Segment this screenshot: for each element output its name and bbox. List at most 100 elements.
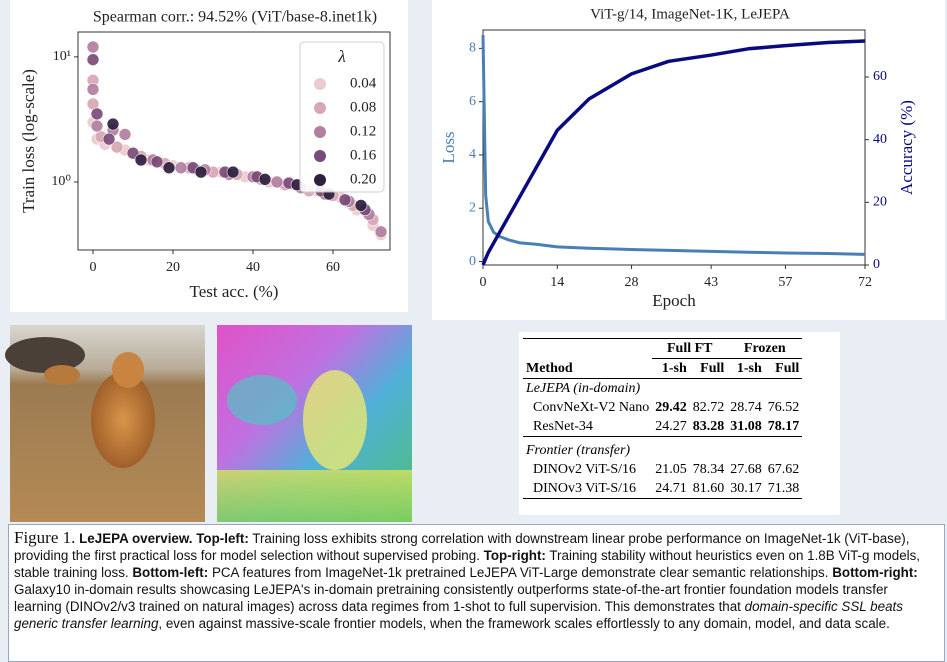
cell: 67.62 — [767, 462, 800, 477]
caption-italic: domain-specific SSL beats generic transf… — [14, 599, 903, 631]
scatter-point — [86, 40, 100, 54]
y-tick-label: 6 — [469, 94, 476, 109]
legend-marker — [314, 126, 326, 138]
x-tick-label: 0 — [480, 275, 487, 290]
caption-bold: Top-right: — [483, 548, 546, 563]
y2-tick-label: 60 — [873, 69, 887, 84]
cell: 81.60 — [689, 479, 728, 499]
column-header: 1-sh — [661, 361, 687, 376]
pca-map — [217, 325, 412, 522]
y-tick-label: 10¹ — [53, 49, 71, 64]
x-tick-label: 0 — [90, 260, 97, 275]
results-table: Full FT Frozen Method 1-sh Full 1-sh Full LeJ… — [519, 332, 840, 515]
cell: 71.38 — [764, 479, 803, 499]
scatter-point — [226, 165, 240, 179]
x-tick-label: 60 — [326, 260, 340, 275]
scatter-point — [110, 140, 124, 154]
scatter-point — [134, 153, 148, 167]
cell: 82.72 — [692, 400, 725, 415]
cell: DINOv2 ViT-S/16 — [533, 462, 637, 477]
column-header: Full — [775, 361, 800, 376]
line-series — [481, 35, 866, 256]
legend-label: 0.12 — [350, 123, 376, 139]
caption-bold: Bottom-right: — [832, 565, 918, 580]
plot-frame — [482, 29, 866, 266]
x-tick-label: 72 — [858, 275, 872, 290]
y-tick-label: 10⁰ — [51, 174, 71, 189]
cell: DINOv3 ViT-S/16 — [523, 479, 653, 499]
y-tick-label: 2 — [469, 200, 476, 215]
scatter-point — [270, 175, 284, 189]
scatter-point — [102, 132, 116, 146]
scatter-point — [106, 117, 120, 131]
y2-tick-label: 40 — [873, 132, 887, 147]
legend-marker — [314, 174, 326, 186]
y2-tick-label: 0 — [873, 257, 880, 272]
cell: 76.52 — [767, 400, 800, 415]
cell: 31.08 — [730, 419, 762, 434]
scatter-point — [162, 161, 176, 175]
caption-text: Training loss exhibits strong correlatio… — [14, 531, 910, 563]
caption-text: Galaxy10 in-domain results showcasing Le… — [14, 582, 888, 614]
cell: 78.34 — [692, 462, 725, 477]
figure-label: Figure 1. — [14, 528, 76, 547]
group-header: Full FT — [652, 338, 728, 359]
group-header: Frozen — [727, 338, 803, 359]
column-header: Method — [526, 360, 573, 376]
panel — [432, 0, 945, 320]
legend-label: 0.04 — [350, 75, 377, 91]
cell: 78.17 — [767, 419, 800, 434]
scatter-point — [90, 107, 104, 121]
caption: Figure 1. LeJEPA overview. Top-left: Tra… — [8, 524, 945, 662]
photo — [5, 325, 205, 522]
scatter-point — [150, 155, 164, 169]
x-tick-label: 20 — [166, 260, 180, 275]
cell: 29.42 — [655, 400, 687, 415]
cell: 28.74 — [730, 400, 762, 415]
x-tick-label: 28 — [625, 275, 639, 290]
caption-bold: LeJEPA overview. — [79, 531, 193, 546]
cell: 83.28 — [692, 419, 725, 434]
caption-text: PCA features from ImageNet-1k pretrained… — [211, 565, 829, 580]
scatter-point — [90, 119, 104, 133]
section-title: Frontier (transfer) — [523, 436, 803, 460]
y-axis-label: Train loss (log-scale) — [19, 69, 38, 213]
legend-marker — [314, 102, 326, 114]
x-tick-label: 43 — [704, 275, 718, 290]
caption-bold: Bottom-left: — [132, 565, 209, 580]
cell: ResNet-34 — [533, 419, 593, 434]
section-title: LeJEPA (in-domain) — [523, 378, 803, 398]
x-tick-label: 57 — [778, 275, 792, 290]
scatter-point — [374, 225, 388, 239]
legend-label: 0.08 — [350, 99, 376, 115]
chart-title: Spearman corr.: 94.52% (ViT/base-8.inet1… — [93, 9, 377, 26]
y2-axis-label: Accuracy (%) — [897, 100, 916, 195]
scatter-point — [118, 128, 132, 141]
caption-text: , even against massive-scale frontier mo… — [158, 616, 890, 631]
cell: 24.71 — [652, 479, 690, 499]
legend-marker — [314, 150, 326, 162]
plot-frame — [77, 31, 391, 251]
y-tick-label: 0 — [469, 254, 476, 269]
cell: 27.68 — [730, 462, 762, 477]
scatter-point — [258, 173, 272, 186]
scatter-point — [86, 83, 100, 96]
cell: 30.17 — [727, 479, 765, 499]
x-axis-label: Epoch — [652, 291, 696, 310]
scatter-point — [354, 199, 368, 212]
caption-bold: Top-left: — [196, 531, 249, 546]
legend-label: 0.20 — [350, 171, 376, 187]
chart-title: ViT-g/14, ImageNet-1K, LeJEPA — [590, 6, 790, 22]
y-axis-label: Loss — [439, 131, 458, 163]
scatter-point — [194, 165, 208, 179]
scatter-point — [174, 161, 188, 175]
caption-text: Training stability without heuristics ev… — [14, 548, 921, 580]
x-axis-label: Test acc. (%) — [190, 282, 279, 301]
cell: 24.27 — [655, 419, 687, 434]
cell: 21.05 — [655, 462, 687, 477]
x-tick-label: 40 — [246, 260, 260, 275]
y-tick-label: 4 — [469, 147, 476, 162]
scatter-point — [338, 193, 352, 207]
legend-label: 0.16 — [350, 147, 377, 163]
